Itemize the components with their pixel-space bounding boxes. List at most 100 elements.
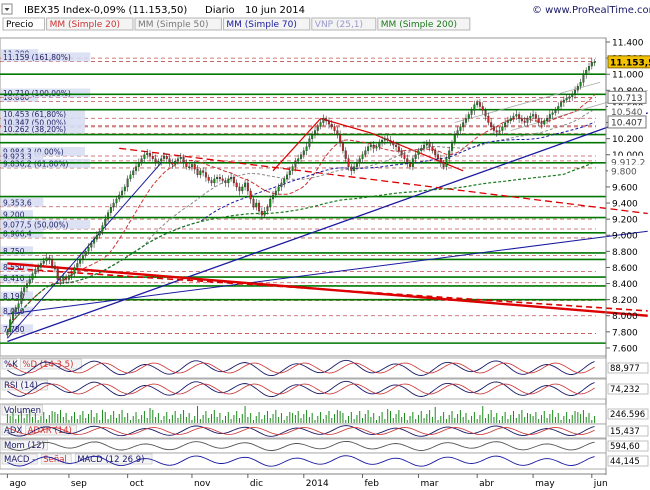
price-tick-label: 8.000 [612, 312, 638, 322]
candle-body [375, 146, 378, 149]
macd-label: Señal [43, 455, 67, 465]
candle-body [481, 106, 484, 111]
mom-value-box [607, 440, 649, 452]
candle-body [518, 114, 521, 119]
candle-body [548, 114, 551, 119]
candle-body [266, 206, 269, 212]
trendline-blue [7, 112, 648, 343]
price-tag: 10.713 [611, 94, 643, 104]
candle-body [534, 114, 537, 119]
legend-item-box [222, 17, 311, 31]
candle-body [168, 158, 171, 163]
candle-body [118, 194, 121, 200]
candle-body [93, 239, 96, 244]
candle-body [101, 225, 104, 232]
price-tick-label: 9.400 [612, 200, 638, 210]
candle-body [302, 150, 305, 155]
candle-body [95, 235, 98, 240]
candle-body [478, 102, 481, 107]
candle-body [162, 156, 165, 159]
level-band [1, 197, 44, 207]
candle-body [403, 154, 406, 159]
trendlines [7, 81, 648, 343]
candle-body [537, 118, 540, 123]
level-band [1, 291, 33, 301]
candle-body [588, 66, 590, 71]
volume-label-box [1, 404, 43, 416]
adx-label-box [25, 424, 77, 436]
month-label: nov [194, 479, 211, 489]
candle-body [582, 74, 585, 83]
volume-value: 246.596 [610, 410, 645, 420]
candle-body [313, 130, 316, 135]
chart-legend: Precio MM (Simple 20) MM (Simple 50) MM (Si… [2, 17, 471, 31]
candle-body [190, 164, 193, 167]
candle-body [202, 170, 205, 173]
candle-body [305, 146, 308, 151]
candle-body [386, 138, 389, 141]
candle-body [585, 70, 588, 75]
candle-body [571, 94, 574, 97]
candle-body [411, 158, 414, 167]
candle-body [23, 287, 26, 292]
trendline-blue [7, 230, 648, 315]
price-tick-label: 9.000 [612, 232, 638, 242]
level-band [1, 124, 85, 134]
candle-body [272, 194, 275, 200]
candle-body [252, 198, 255, 208]
candle-body [255, 202, 258, 208]
candle-body [37, 267, 40, 270]
price-tick-label: 9.200 [612, 216, 638, 226]
candle-body [126, 178, 129, 188]
level-label: 8.190 [3, 292, 25, 301]
mom-line [7, 440, 595, 451]
candle-body [196, 169, 199, 176]
candle-body [417, 150, 420, 155]
ma200-line [6, 161, 595, 333]
price-tick-label: 10.200 [612, 135, 644, 145]
candle-body [487, 115, 490, 123]
price-tick-label: 8.200 [612, 296, 638, 306]
level-band [1, 52, 91, 62]
price-tick-label: 8.600 [612, 264, 638, 274]
candle-body [291, 166, 294, 171]
candle-body [593, 61, 596, 64]
candle-body [174, 161, 177, 165]
level-label: 9.077,5 (50,00%) [3, 221, 69, 230]
level-label: 9.200 [3, 211, 25, 220]
chevron-down-icon [4, 8, 10, 11]
candle-body [300, 154, 302, 159]
candle-body [400, 150, 403, 155]
mom-value: 594,60 [610, 442, 640, 452]
adx-value: 15,437 [610, 427, 640, 437]
candle-body [207, 177, 210, 181]
candle-body [135, 166, 138, 171]
candle-body [160, 158, 163, 162]
candle-body [246, 182, 249, 192]
candle-body [554, 110, 557, 114]
candle-body [48, 257, 51, 260]
candle-body [56, 268, 59, 280]
rsi-signal-line [7, 383, 595, 395]
candle-body [132, 170, 135, 176]
candle-body [327, 120, 330, 125]
price-change: -0,09% (11.153,50) [90, 5, 187, 16]
candle-body [397, 146, 400, 151]
candle-body [137, 162, 140, 167]
price-tag-box [608, 105, 646, 118]
candle-body [62, 276, 65, 282]
candle-body [353, 166, 356, 171]
candle-body [330, 123, 333, 127]
candle-body [540, 122, 543, 125]
candle-body [453, 134, 456, 143]
mom-panel-frame [0, 438, 607, 454]
candle-body [462, 122, 465, 127]
price-tag-box [607, 90, 647, 104]
candle-body [12, 311, 14, 320]
stoch-signal-line [7, 362, 595, 374]
candle-body [392, 142, 395, 146]
current-price-tag: 11.153,50 [610, 58, 650, 68]
price-tick-label: 11.400 [612, 39, 644, 49]
